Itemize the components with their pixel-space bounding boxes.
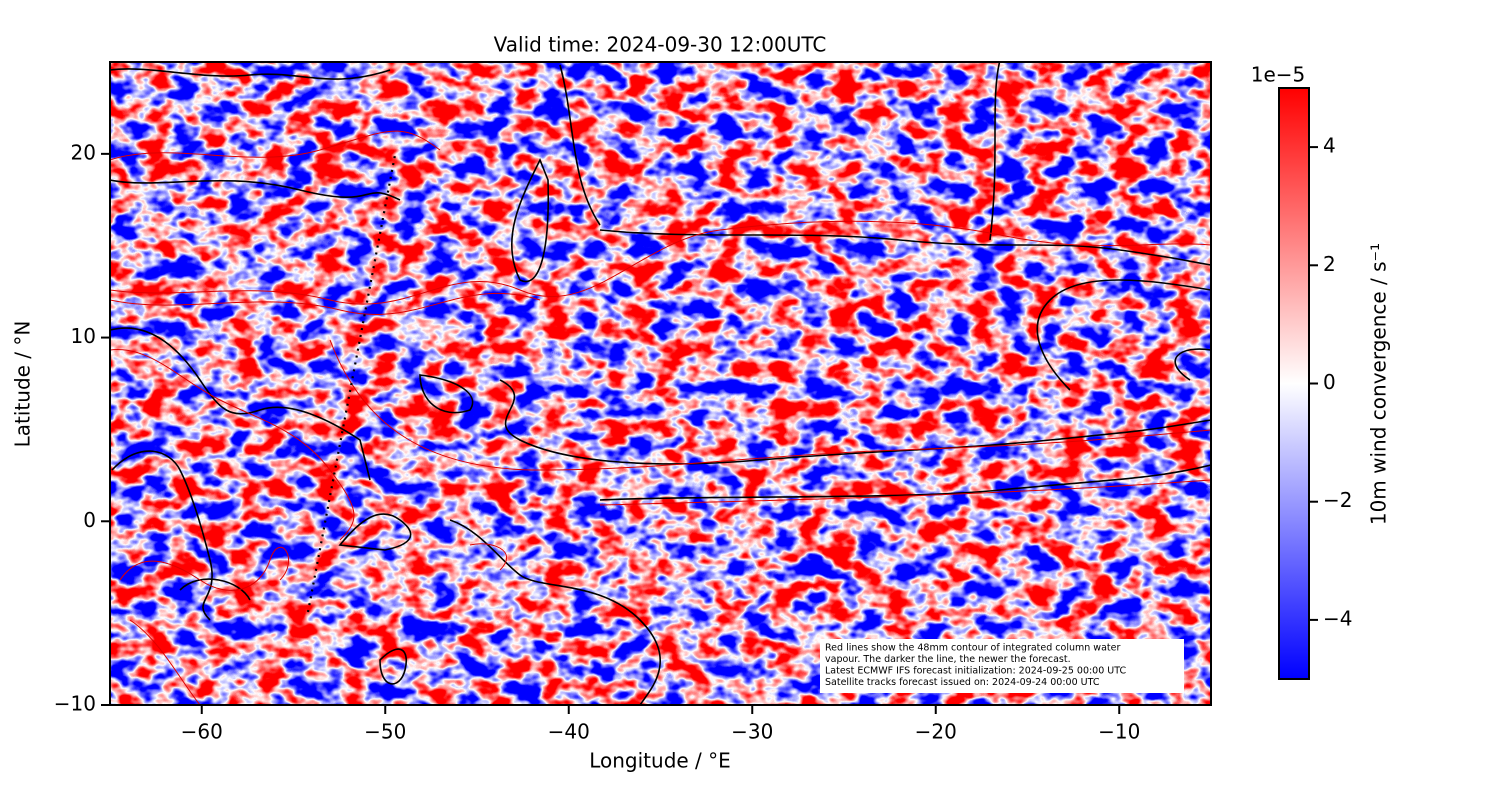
y-tick-label: 20 [71, 140, 96, 164]
colorbar-tick-label: −2 [1323, 488, 1352, 512]
satellite-track [306, 154, 397, 613]
convergence-field [110, 62, 1211, 705]
annotation-line: Satellite tracks forecast issued on: 202… [825, 677, 1100, 688]
x-tick-label: −20 [915, 720, 957, 744]
annotation-box [820, 639, 1184, 693]
x-tick-label: −60 [181, 720, 223, 744]
map-field [110, 62, 1211, 705]
water-vapour-contours [110, 130, 1211, 705]
y-tick-label: 10 [71, 324, 96, 348]
plot-frame [109, 61, 1212, 706]
annotation-line: Red lines show the 48mm contour of integ… [825, 643, 1120, 654]
x-axis-label: Longitude / °E [589, 749, 731, 773]
coastlines [110, 62, 1211, 705]
y-tick-label: −10 [54, 692, 96, 716]
colorbar [1278, 87, 1310, 680]
x-tick-label: −40 [548, 720, 590, 744]
chart-title: Valid time: 2024-09-30 12:00UTC [494, 33, 827, 57]
annotation-line: vapour. The darker the line, the newer t… [825, 654, 1071, 665]
y-tick-label: 0 [83, 508, 96, 532]
x-tick-label: −30 [731, 720, 773, 744]
colorbar-exponent: 1e−5 [1251, 63, 1306, 87]
colorbar-tick-label: 0 [1323, 370, 1336, 394]
colorbar-label: 10m wind convergence / s⁻¹ [1367, 243, 1391, 525]
colorbar-tick-label: 4 [1323, 134, 1336, 158]
annotation-line: Latest ECMWF IFS forecast initialization… [825, 666, 1126, 677]
y-axis-label: Latitude / °N [11, 321, 35, 448]
x-tick-label: −50 [364, 720, 406, 744]
x-tick-label: −10 [1098, 720, 1140, 744]
colorbar-tick-label: −4 [1323, 606, 1352, 630]
colorbar-tick-label: 2 [1323, 252, 1336, 276]
